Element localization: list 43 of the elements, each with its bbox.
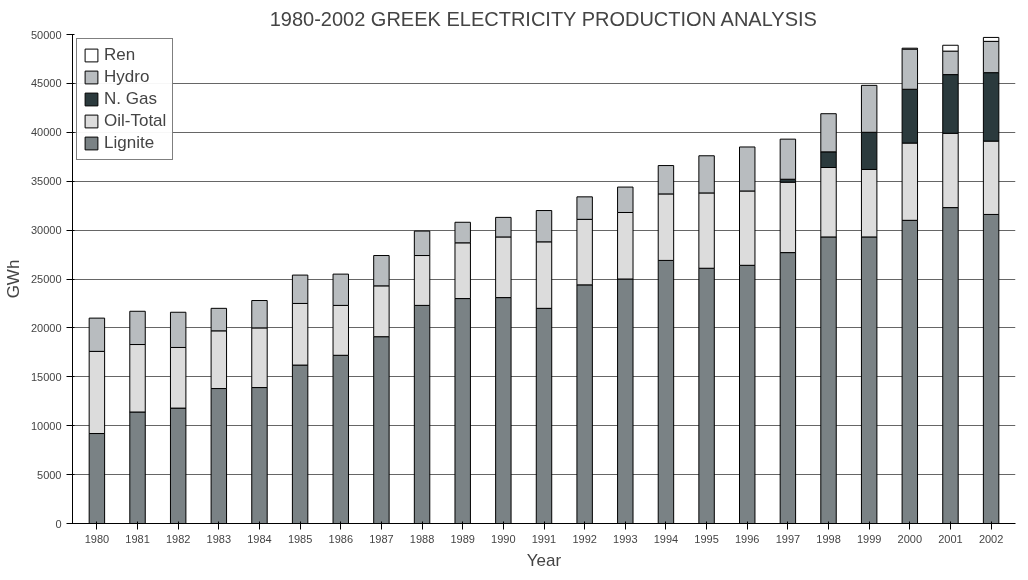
y-tick-label: 0 [55,517,62,530]
x-tick-label: 1998 [816,532,841,545]
x-tick-label: 1992 [572,532,597,545]
x-tick-label: 1980 [84,532,110,545]
y-tick-label: 5000 [37,468,62,481]
legend-label: N. Gas [104,89,157,109]
chart-title: 1980-2002 GREEK ELECTRICITY PRODUCTION ANALYSIS [269,7,817,30]
x-tick-label: 1990 [491,532,516,545]
legend-label: Ren [104,45,136,65]
x-tick-label: 2000 [897,532,923,545]
y-tick-label: 35000 [30,175,62,188]
bar [779,138,797,180]
y-tick-label: 30000 [30,224,62,237]
x-tick-label: 2001 [938,532,963,545]
x-tick-label: 1982 [165,532,191,545]
x-tick-label: 1994 [653,532,679,545]
x-tick-label: 1993 [613,532,638,545]
y-axis-title: GWh [3,259,23,299]
x-tick-label: 1995 [694,532,719,545]
y-tick-label: 25000 [30,273,62,285]
x-tick-label: 1983 [206,532,232,545]
x-tick-label: 1989 [450,532,475,545]
x-tick-label: 1984 [247,532,272,545]
x-axis-title: Year [526,550,562,570]
y-tick-label: 10000 [30,419,62,432]
x-tick-label: 1981 [125,532,150,545]
y-tick-label: 20000 [30,321,62,334]
x-tick-label: 1996 [735,532,760,545]
y-tick-label: 50000 [30,28,62,41]
x-tick-label: 1987 [369,532,394,545]
x-tick-label: 1988 [409,532,435,545]
x-tick-label: 1991 [531,532,557,545]
legend-label: Hydro [104,67,150,87]
x-tick-label: 1986 [328,532,354,545]
x-tick-label: 2002 [978,532,1004,545]
x-tick-label: 1997 [775,532,801,545]
y-tick-label: 45000 [30,77,62,90]
x-tick-label: 1999 [856,532,882,545]
y-tick-label: 15000 [30,370,62,383]
y-tick-label: 40000 [30,126,62,139]
legend-label: Oil-Total [104,111,167,131]
legend-label: Lignite [104,133,155,153]
x-tick-label: 1985 [287,532,313,545]
